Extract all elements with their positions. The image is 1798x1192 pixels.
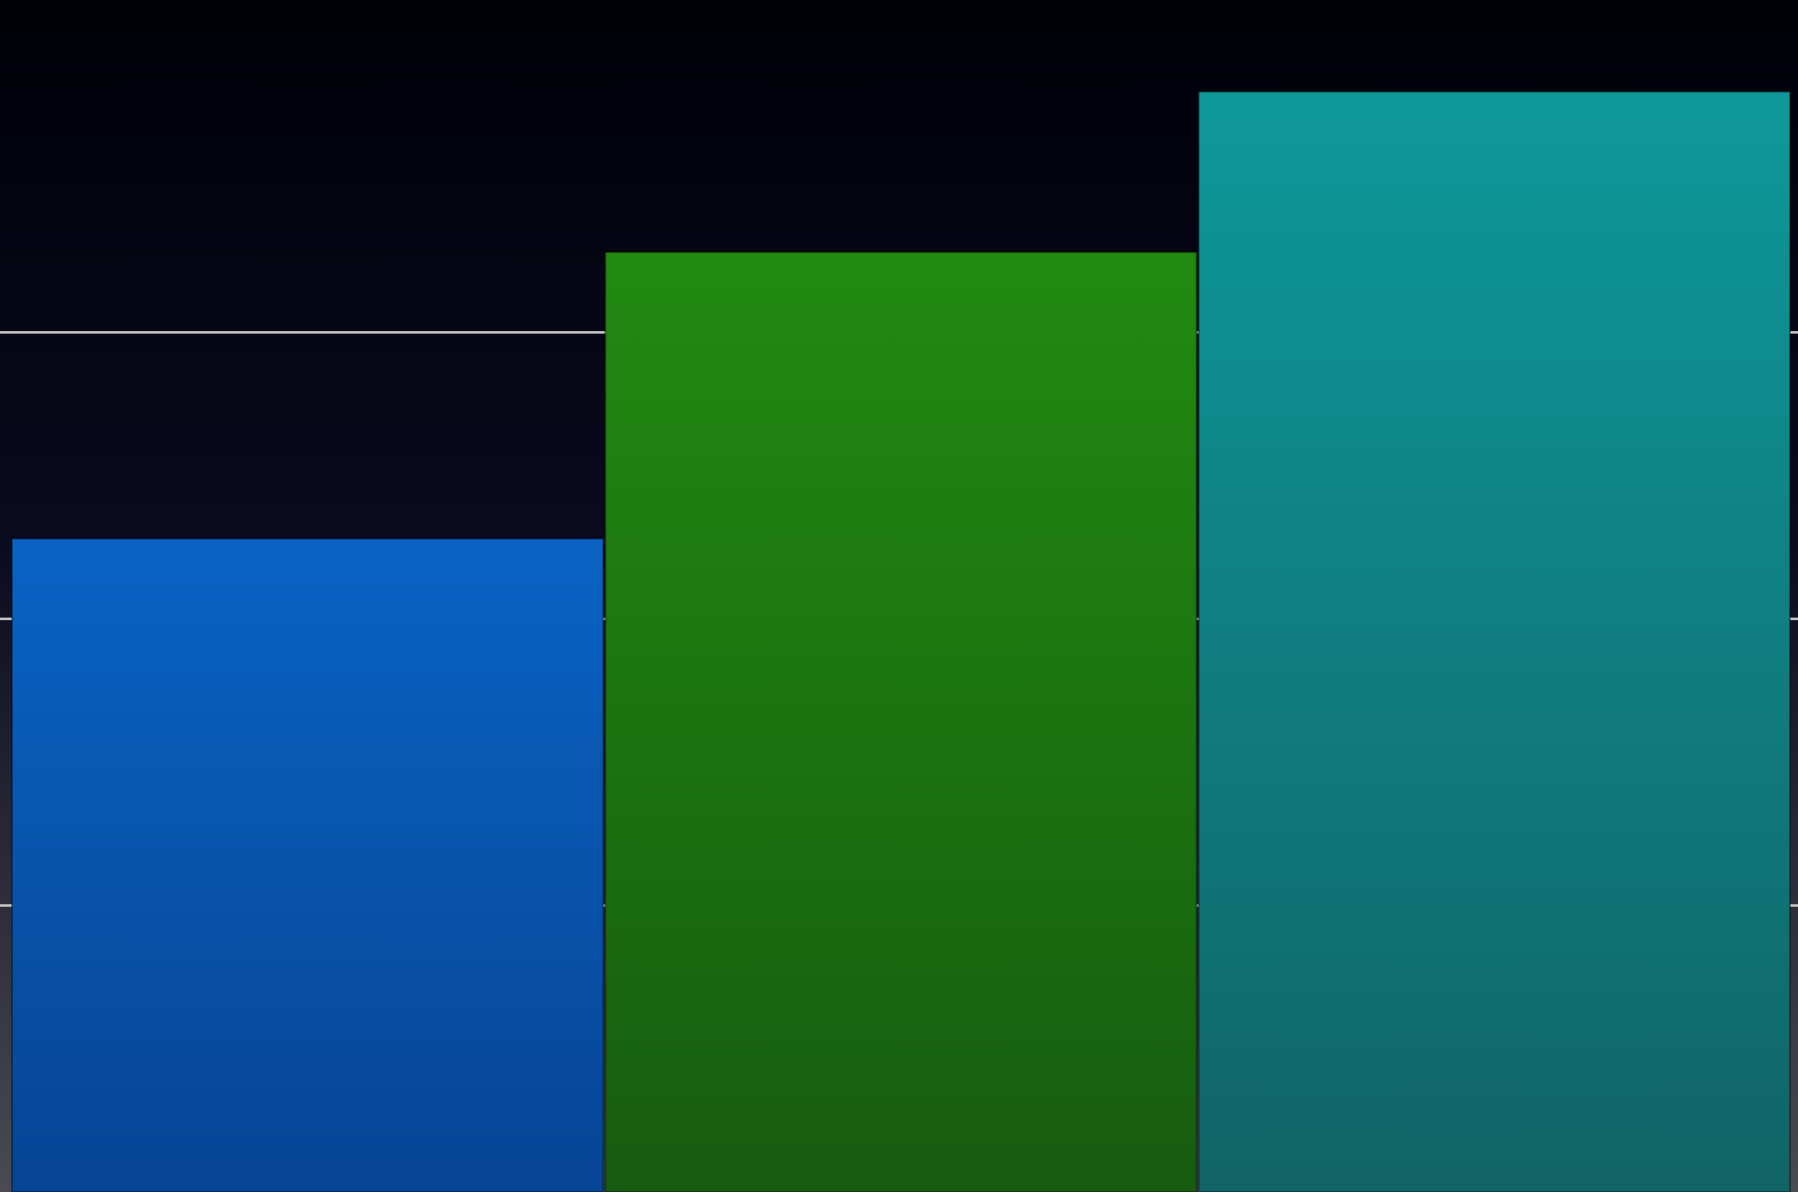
bar-1: [11, 537, 605, 1192]
bar-2: [604, 251, 1198, 1192]
bars: [11, 90, 1791, 1192]
bar-3: [1197, 90, 1791, 1192]
